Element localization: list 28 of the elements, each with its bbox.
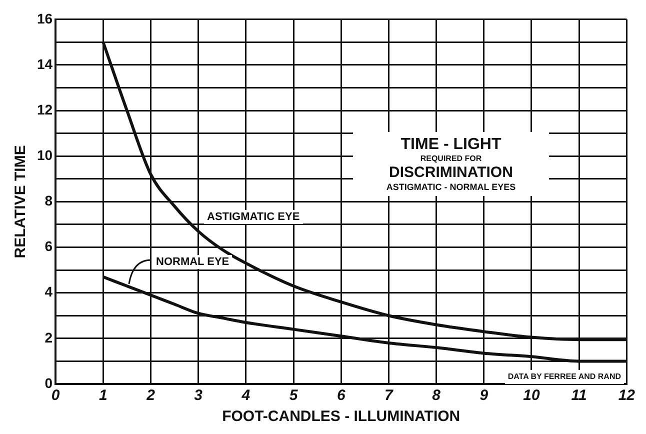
y-tick-label: 2 xyxy=(44,329,53,346)
x-tick-label: 1 xyxy=(98,387,108,404)
x-tick-label: 10 xyxy=(523,387,540,404)
x-tick-label: 6 xyxy=(336,387,346,404)
x-tick-label: 4 xyxy=(240,387,251,404)
series-label: ASTIGMATIC EYE xyxy=(204,210,303,224)
x-tick-label: 7 xyxy=(384,387,394,404)
x-tick-label: 9 xyxy=(480,387,489,404)
annotation: ASTIGMATIC - NORMAL EYES xyxy=(385,182,517,193)
x-axis-title: FOOT-CANDLES - ILLUMINATION xyxy=(222,408,460,426)
y-tick-label: 0 xyxy=(44,374,53,391)
annotation: DATA BY FERREE AND RAND xyxy=(504,370,624,384)
text-panel: TIME - LIGHT REQUIRED FOR DISCRIMINATION ASTIGMATIC - NORMAL EYES xyxy=(353,132,549,196)
y-tick-label: 4 xyxy=(44,284,53,300)
x-tick-label: 2 xyxy=(146,387,156,404)
y-tick-label: 14 xyxy=(36,56,53,72)
x-tick-label: 3 xyxy=(194,387,204,404)
y-tick-label: 16 xyxy=(36,10,53,26)
y-tick-label: 8 xyxy=(44,192,53,209)
y-tick-label: 6 xyxy=(44,238,53,254)
x-tick-label: 12 xyxy=(618,387,636,404)
y-tick-label: 10 xyxy=(36,146,53,163)
x-tick-label: 5 xyxy=(289,387,298,404)
y-tick-label: 12 xyxy=(36,101,53,118)
y-axis-title: RELATIVE TIME xyxy=(12,145,30,258)
text: NORMAL EYE xyxy=(153,255,232,269)
x-tick-label: 8 xyxy=(432,387,442,404)
x-tick-label: 11 xyxy=(571,387,587,404)
